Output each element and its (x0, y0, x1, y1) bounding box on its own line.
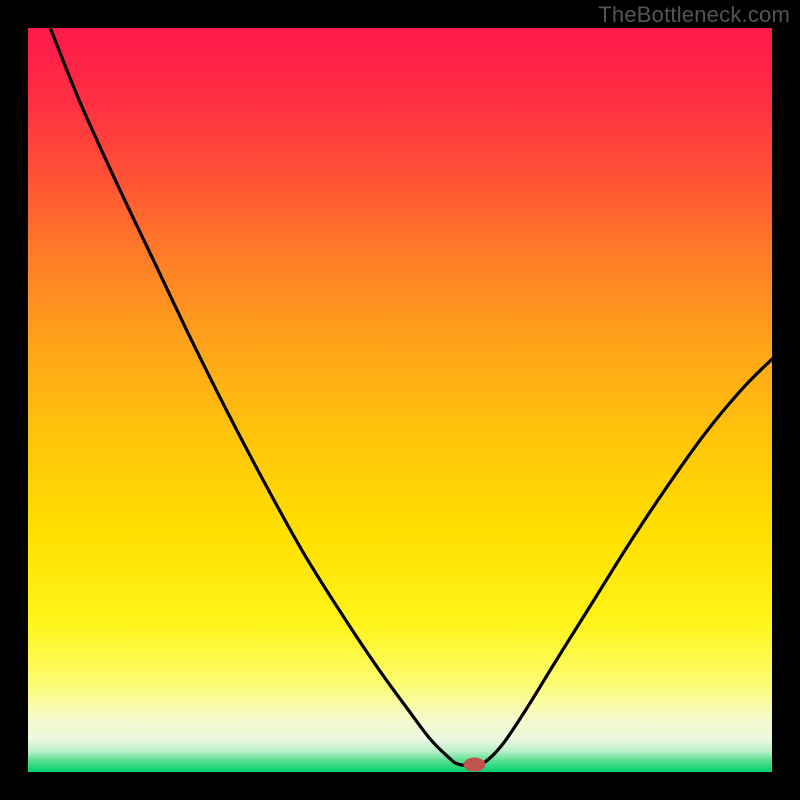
plot-background (28, 28, 772, 772)
chart-svg (0, 0, 800, 800)
attribution-label: TheBottleneck.com (598, 2, 790, 28)
bottleneck-chart: TheBottleneck.com (0, 0, 800, 800)
min-marker (463, 758, 485, 772)
